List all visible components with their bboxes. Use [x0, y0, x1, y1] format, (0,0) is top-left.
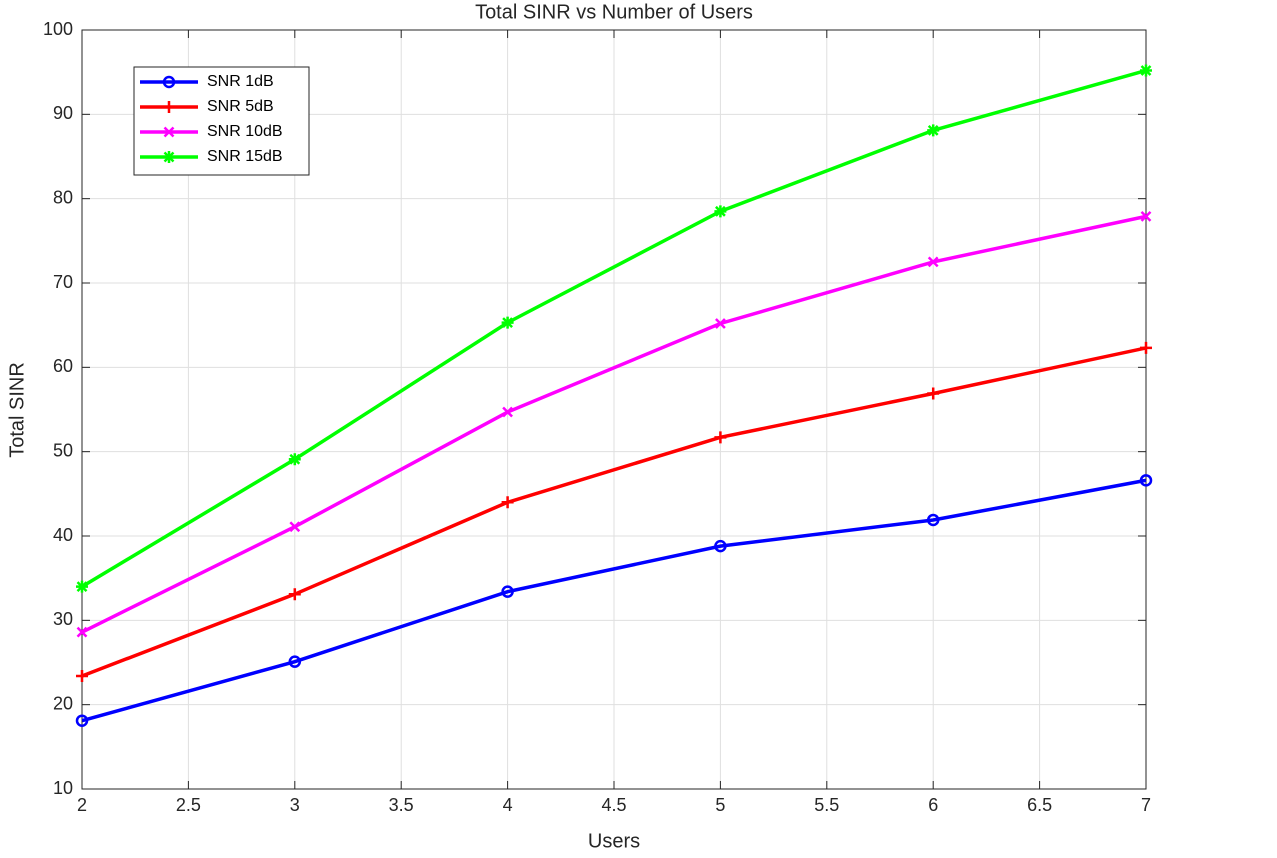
data-point [1139, 474, 1153, 487]
data-point [502, 406, 513, 418]
marker-shape [1139, 474, 1153, 487]
marker-shape [501, 585, 514, 598]
data-point [927, 387, 940, 400]
marker-shape [502, 406, 513, 418]
legend-marker [163, 101, 175, 113]
legend-marker [162, 75, 176, 89]
x-tick-label: 2 [77, 795, 87, 815]
data-point [714, 431, 727, 444]
data-point [714, 205, 727, 218]
series-line [81, 346, 1147, 678]
x-tick-label: 4.5 [601, 795, 626, 815]
data-point [288, 453, 301, 466]
marker-shape [927, 256, 939, 268]
marker-shape [76, 581, 88, 592]
y-tick-label: 100 [43, 19, 73, 39]
chart-title: Total SINR vs Number of Users [475, 1, 753, 23]
x-tick-label: 2.5 [176, 795, 201, 815]
plot-frame [81, 29, 1147, 790]
x-axis-label: Users [588, 830, 640, 852]
data-point [76, 669, 88, 682]
marker-shape [162, 75, 176, 89]
legend-label: SNR 1dB [207, 73, 274, 90]
data-point [288, 655, 302, 668]
x-tick-label: 3 [290, 795, 300, 815]
y-tick-label: 80 [53, 187, 73, 207]
data-point [715, 318, 726, 329]
y-tick-label: 90 [53, 103, 73, 123]
marker-shape [501, 496, 514, 509]
marker-shape [163, 101, 175, 113]
series-line [81, 214, 1147, 634]
marker-shape [288, 655, 302, 668]
y-axis-label: Total SINR [6, 362, 28, 458]
x-tick-label: 6 [928, 795, 938, 815]
marker-shape [715, 318, 726, 329]
marker-shape [714, 539, 727, 553]
marker-shape [714, 431, 727, 444]
data-point [288, 588, 301, 601]
x-tick-label: 4 [503, 795, 513, 815]
marker-shape [502, 317, 513, 329]
data-point [501, 316, 514, 329]
data-point [501, 496, 514, 509]
marker-shape [289, 453, 301, 465]
marker-shape [163, 151, 175, 163]
data-point [714, 539, 727, 553]
marker-shape [75, 714, 89, 727]
data-point [927, 124, 940, 137]
marker-shape [76, 669, 88, 682]
legend-marker [163, 151, 175, 163]
x-tick-label: 6.5 [1027, 795, 1052, 815]
data-point [1140, 341, 1152, 354]
data-point [76, 626, 88, 638]
marker-shape [76, 626, 88, 638]
marker-shape [288, 588, 301, 601]
legend-label: SNR 10dB [207, 123, 283, 140]
y-tick-label: 20 [53, 693, 73, 713]
x-tick-label: 5.5 [814, 795, 839, 815]
legend-marker [163, 126, 175, 138]
marker-shape [1140, 65, 1152, 76]
x-tick-label: 3.5 [389, 795, 414, 815]
marker-shape [926, 513, 940, 527]
marker-shape [289, 521, 301, 533]
data-point [927, 256, 939, 268]
y-tick-label: 10 [53, 778, 73, 798]
y-tick-label: 50 [53, 440, 73, 460]
data-point [1140, 64, 1152, 77]
marker-shape [927, 124, 939, 136]
data-point [926, 513, 940, 527]
y-tick-label: 70 [53, 272, 73, 292]
data-point [1140, 210, 1152, 222]
series-line [81, 478, 1147, 723]
data-point [289, 521, 301, 533]
legend-label: SNR 15dB [207, 148, 283, 165]
data-point [76, 580, 88, 593]
x-tick-label: 7 [1141, 795, 1151, 815]
marker-shape [715, 205, 726, 217]
y-tick-label: 30 [53, 609, 73, 629]
marker-shape [927, 387, 940, 400]
legend-label: SNR 5dB [207, 98, 274, 115]
marker-shape [1140, 210, 1152, 222]
marker-shape [1140, 341, 1152, 354]
y-tick-label: 60 [53, 356, 73, 376]
data-point [75, 714, 89, 727]
y-tick-label: 40 [53, 525, 73, 545]
x-tick-label: 5 [715, 795, 725, 815]
data-point [501, 585, 514, 598]
marker-shape [163, 126, 175, 138]
series-line [81, 68, 1147, 589]
